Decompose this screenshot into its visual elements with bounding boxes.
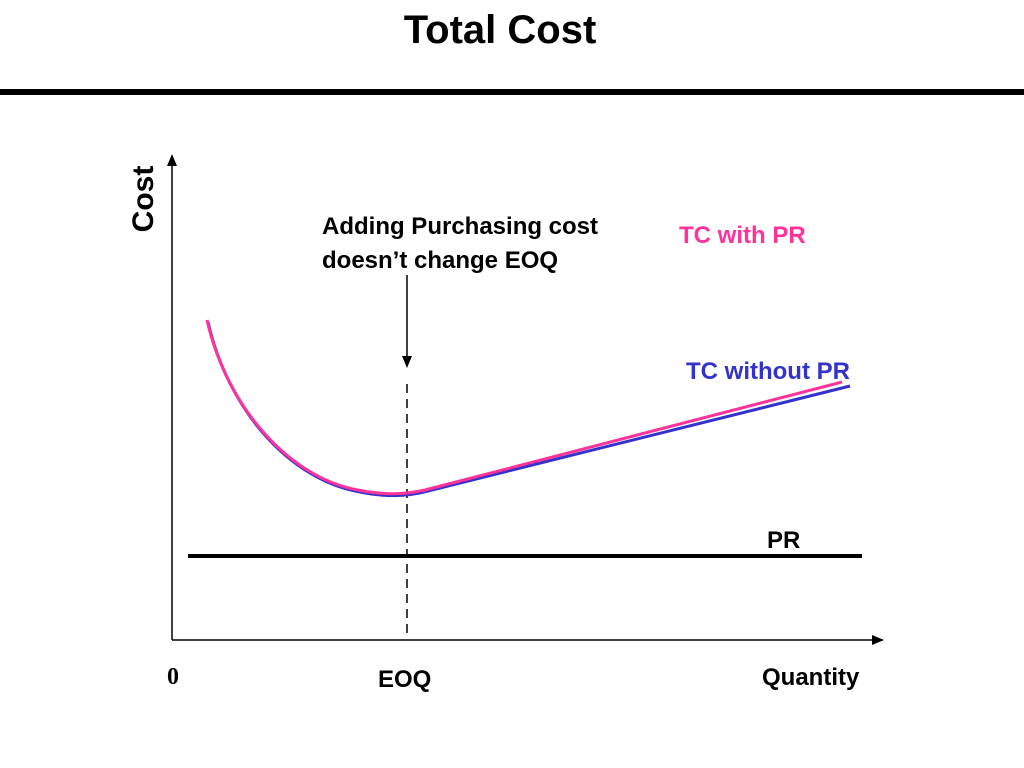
annotation-line-2: doesn’t change EOQ xyxy=(322,247,559,274)
annotation-line-1: Adding Purchasing cost xyxy=(322,213,599,240)
origin-label: 0 xyxy=(167,664,179,690)
eoq-label: EOQ xyxy=(378,666,432,693)
tc-with-pr-curve xyxy=(205,319,843,496)
title-divider xyxy=(0,89,1024,95)
y-axis-arrow-icon xyxy=(167,154,177,166)
slide-title: Total Cost xyxy=(403,8,597,52)
pr-label: PR xyxy=(767,527,801,554)
x-axis-arrow-icon xyxy=(872,635,884,645)
tc-without-pr-label: TC without PR xyxy=(686,358,850,385)
y-axis-label: Cost xyxy=(127,165,160,233)
tc-with-pr-label: TC with PR xyxy=(679,222,806,249)
annotation-arrowhead-icon xyxy=(402,356,412,368)
x-axis-label: Quantity xyxy=(762,664,860,691)
annotation-text: Adding Purchasing cost doesn’t change EO… xyxy=(322,210,598,278)
